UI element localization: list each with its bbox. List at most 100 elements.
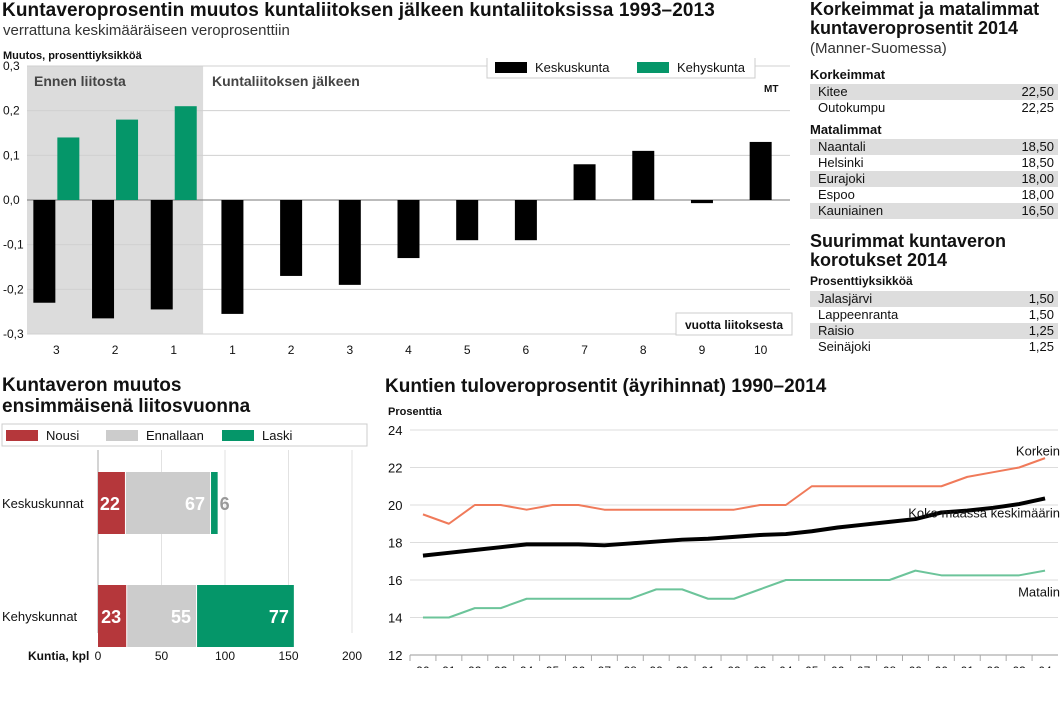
series-label-matalin: Matalin	[1018, 584, 1060, 599]
region-before-label: Ennen liitosta	[34, 73, 126, 89]
y-tick-label: 22	[388, 461, 402, 476]
legend-label: Kehyskunta	[677, 60, 746, 75]
chart1-ylabel: Muutos, prosenttiyksikköä	[3, 50, 142, 62]
chart1-subtitle: verrattuna keskimääräiseen veroprosentti…	[3, 22, 290, 39]
x-tick-label: 1	[229, 343, 236, 357]
row-name: Outokumpu	[818, 100, 886, 115]
chart3-title: Kuntien tuloveroprosentit (äyrihinnat) 1…	[385, 376, 827, 397]
row-name: Helsinki	[818, 155, 864, 170]
bar-value-label: 22	[100, 494, 120, 514]
x-tick-label: 02	[727, 664, 741, 668]
y-tick-label: 12	[388, 648, 402, 663]
x-tick-label: 93	[494, 664, 508, 668]
row-name: Espoo	[818, 187, 855, 202]
legend-swatch	[222, 430, 254, 441]
x-tick-label: 02	[987, 664, 1001, 668]
y-tick-label: 0,3	[3, 59, 20, 73]
row-name: Raisio	[818, 323, 855, 338]
x-tick-label: 94	[520, 664, 534, 668]
chart2-plot: Nousi Ennallaan Laski 0 50 100 150 200 Kuntia, k…	[1, 423, 368, 663]
table-row: Espoo 18,00	[810, 187, 1058, 203]
table-row: Eurajoki 18,00	[810, 171, 1058, 187]
y-tick-label: -0,2	[3, 282, 24, 296]
x-tick-label: 2	[112, 343, 119, 357]
bar-nousi-0	[98, 472, 125, 534]
x-tick-label: 3	[53, 343, 60, 357]
x-tick-label: 00	[675, 664, 689, 668]
chart1-title: Kuntaveroprosentin muutos kuntaliitoksen…	[2, 0, 715, 21]
chart2-title-line2: ensimmäisenä liitosvuonna	[2, 396, 251, 417]
y-tick-label: 16	[388, 573, 402, 588]
table-panel: Korkeimmat ja matalimmat kuntaveroprosen…	[810, 0, 1058, 355]
bar-keskuskunta-10	[632, 150, 655, 200]
legend-label: Nousi	[46, 428, 79, 443]
row-value: 18,00	[1021, 187, 1054, 202]
y-tick-label: -0,1	[3, 238, 24, 252]
region-after-label: Kuntaliitoksen jälkeen	[212, 73, 360, 89]
row-value: 18,50	[1021, 155, 1054, 170]
bar-nousi-1	[98, 585, 127, 647]
bar-keskuskunta-4	[280, 200, 303, 276]
row-name: Kitee	[818, 84, 848, 99]
table-row: Jalasjärvi 1,50	[810, 291, 1058, 307]
x-tick-label: 100	[215, 649, 235, 663]
legend-box	[486, 58, 756, 79]
legend-swatch	[106, 430, 138, 441]
increases-unit: Prosenttiyksikköä	[810, 274, 913, 288]
x-tick-label: 09	[909, 664, 923, 668]
row-value: 1,25	[1028, 323, 1054, 338]
row-value: 22,50	[1021, 84, 1054, 99]
bar-value-label: 77	[269, 607, 289, 627]
x-tick-label: 98	[624, 664, 638, 668]
bar-value-label: 23	[101, 607, 121, 627]
x-tick-label: 07	[857, 664, 871, 668]
bar-value-label: 55	[171, 607, 191, 627]
x-tick-label: 2	[288, 343, 295, 357]
bar-keskuskunta-6	[397, 200, 420, 259]
increases-list: Jalasjärvi 1,50 Lappeenranta 1,50 Raisio…	[810, 291, 1058, 355]
bar-laski-0	[211, 472, 218, 534]
lowest-heading: Matalimmat	[810, 122, 882, 137]
x-tick-label: 7	[581, 343, 588, 357]
row-value: 16,50	[1021, 203, 1054, 218]
bar-keskuskunta-3	[221, 200, 244, 314]
row-value: 1,50	[1028, 307, 1054, 322]
bar-keskuskunta-1	[92, 200, 115, 319]
y-tick-label: -0,3	[3, 327, 24, 341]
increases-title-line1: Suurimmat kuntaveron	[810, 231, 1007, 251]
y-tick-label: 18	[388, 536, 402, 551]
bar-keskuskunta-12	[749, 141, 772, 200]
table-row: Raisio 1,25	[810, 323, 1058, 339]
row-name: Jalasjärvi	[818, 291, 873, 306]
row-name: Seinäjoki	[818, 339, 871, 354]
x-tick-label: 150	[278, 649, 298, 663]
series-line-korkein	[422, 457, 1046, 525]
table-row: Outokumpu 22,25	[810, 100, 1058, 116]
category-label: Kehyskunnat	[2, 609, 78, 624]
series-line-matalin	[422, 569, 1046, 619]
legend-swatch	[637, 62, 669, 73]
chart2-title-line1: Kuntaveron muutos	[2, 375, 182, 396]
bar-keskuskunta-9	[573, 164, 596, 200]
lowest-list: Naantali 18,50 Helsinki 18,50 Eurajoki 1…	[810, 139, 1058, 219]
bar-laski-1	[197, 585, 294, 647]
row-value: 18,00	[1021, 171, 1054, 186]
table-title-line1: Korkeimmat ja matalimmat	[810, 0, 1040, 19]
legend-swatch	[6, 430, 38, 441]
series-label-korkein: Korkein	[1016, 444, 1060, 459]
bar-value-label: 6	[220, 494, 230, 514]
x-tick-label: 3	[346, 343, 353, 357]
table-title-line2: kuntaveroprosentit 2014	[810, 18, 1019, 38]
increases-title-line2: korotukset 2014	[810, 250, 948, 270]
x-tick-label: 01	[701, 664, 715, 668]
row-name: Kauniainen	[818, 203, 884, 218]
x-tick-label: 96	[572, 664, 586, 668]
x-tick-label: 5	[464, 343, 471, 357]
x-tick-label: 6	[523, 343, 530, 357]
legend-label: Laski	[262, 428, 292, 443]
legend-box	[1, 423, 368, 447]
x-axis-label: Kuntia, kpl	[28, 649, 89, 663]
legend-label: Ennallaan	[146, 428, 204, 443]
chart3-plot: 24 22 20 18 16 14 12 90 91 92 93 94 95 96 97 98 99 00 01 02…	[388, 423, 1060, 668]
legend-swatch	[495, 62, 527, 73]
